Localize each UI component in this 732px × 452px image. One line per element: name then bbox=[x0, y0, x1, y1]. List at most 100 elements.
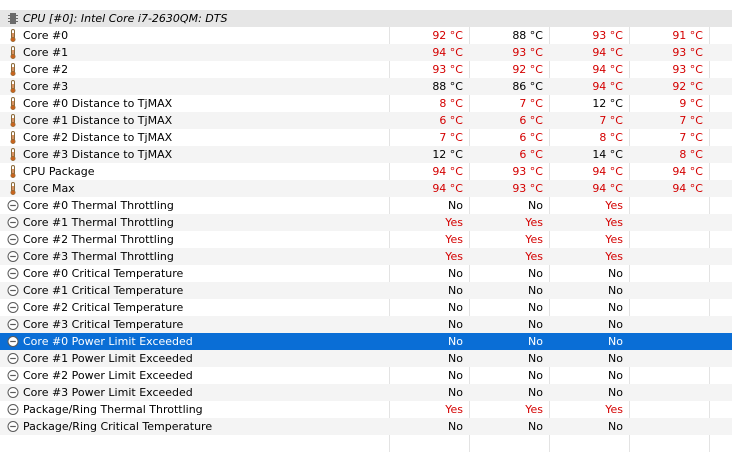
minimum-value: 6 °C bbox=[519, 131, 543, 144]
minimum-value: 86 °C bbox=[512, 80, 543, 93]
sensor-label: CPU Package bbox=[23, 165, 95, 178]
maximum-value: 94 °C bbox=[592, 63, 623, 76]
sensor-row[interactable]: Core Max 94 °C 93 °C 94 °C 94 °C bbox=[0, 180, 732, 197]
maximum-value: 94 °C bbox=[592, 165, 623, 178]
sensor-label: Core Max bbox=[23, 182, 75, 195]
maximum-value: No bbox=[608, 284, 623, 297]
status-circle-icon bbox=[7, 369, 19, 382]
sensor-row[interactable]: Core #0 Power Limit Exceeded No No No bbox=[0, 333, 732, 350]
average-value: 92 °C bbox=[672, 80, 703, 93]
current-value: No bbox=[448, 267, 463, 280]
average-value bbox=[630, 316, 703, 333]
minimum-value: 92 °C bbox=[512, 63, 543, 76]
thermometer-icon bbox=[7, 182, 19, 196]
thermometer-icon bbox=[7, 131, 19, 145]
sensor-row[interactable]: Core #2 Critical Temperature No No No bbox=[0, 299, 732, 316]
sensor-row[interactable]: Core #0 Distance to TjMAX 8 °C 7 °C 12 °C 9 … bbox=[0, 95, 732, 112]
maximum-value: No bbox=[608, 386, 623, 399]
sensor-label: Core #2 bbox=[23, 63, 69, 76]
sensor-row[interactable]: Core #0 Critical Temperature No No No bbox=[0, 265, 732, 282]
sensor-row[interactable]: Core #2 Power Limit Exceeded No No No bbox=[0, 367, 732, 384]
average-value bbox=[630, 197, 703, 214]
current-value: No bbox=[448, 420, 463, 433]
current-value: 6 °C bbox=[439, 114, 463, 127]
sensor-label: Core #1 Critical Temperature bbox=[23, 284, 184, 297]
sensor-row[interactable]: Core #0 92 °C 88 °C 93 °C 91 °C bbox=[0, 27, 732, 44]
scrollbar[interactable] bbox=[710, 10, 732, 452]
status-circle-icon bbox=[7, 318, 19, 331]
sensor-label: Core #2 Power Limit Exceeded bbox=[23, 369, 193, 382]
thermometer-icon bbox=[7, 46, 19, 60]
current-value: No bbox=[448, 301, 463, 314]
sensor-row[interactable]: Core #1 Critical Temperature No No No bbox=[0, 282, 732, 299]
sensor-label: Core #1 Distance to TjMAX bbox=[23, 114, 173, 127]
sensor-row[interactable]: Core #1 Power Limit Exceeded No No No bbox=[0, 350, 732, 367]
minimum-value: 93 °C bbox=[512, 165, 543, 178]
sensor-group-title: CPU [#0]: Intel Core i7-2630QM: DTS bbox=[23, 12, 228, 25]
sensor-row[interactable]: Core #1 94 °C 93 °C 94 °C 93 °C bbox=[0, 44, 732, 61]
minimum-value: 93 °C bbox=[512, 182, 543, 195]
sensor-row[interactable]: Core #2 93 °C 92 °C 94 °C 93 °C bbox=[0, 61, 732, 78]
maximum-value: Yes bbox=[605, 233, 623, 246]
thermometer-icon bbox=[7, 80, 19, 94]
sensor-row[interactable]: Package/Ring Thermal Throttling Yes Yes Yes bbox=[0, 401, 732, 418]
maximum-value: 94 °C bbox=[592, 46, 623, 59]
sensor-label: Package/Ring Critical Temperature bbox=[23, 420, 213, 433]
column-divider bbox=[629, 10, 630, 452]
sensor-row[interactable]: Core #2 Thermal Throttling Yes Yes Yes bbox=[0, 231, 732, 248]
thermometer-icon bbox=[7, 165, 19, 179]
sensor-row[interactable]: Core #0 Thermal Throttling No No Yes bbox=[0, 197, 732, 214]
current-value: 93 °C bbox=[432, 63, 463, 76]
status-circle-icon bbox=[7, 352, 19, 365]
average-value bbox=[630, 248, 703, 265]
minimum-value: 7 °C bbox=[519, 97, 543, 110]
sensor-label: Core #0 Critical Temperature bbox=[23, 267, 184, 280]
sensor-row[interactable]: Core #1 Thermal Throttling Yes Yes Yes bbox=[0, 214, 732, 231]
current-value: Yes bbox=[445, 233, 463, 246]
current-value: No bbox=[448, 199, 463, 212]
average-value bbox=[630, 401, 703, 418]
sensor-group-header[interactable]: CPU [#0]: Intel Core i7-2630QM: DTS bbox=[0, 10, 732, 27]
maximum-value: 14 °C bbox=[592, 148, 623, 161]
minimum-value: Yes bbox=[525, 233, 543, 246]
maximum-value: No bbox=[608, 369, 623, 382]
sensor-row[interactable]: Core #3 Power Limit Exceeded No No No bbox=[0, 384, 732, 401]
sensor-row[interactable]: Core #3 Thermal Throttling Yes Yes Yes bbox=[0, 248, 732, 265]
current-value: 12 °C bbox=[432, 148, 463, 161]
average-value bbox=[630, 350, 703, 367]
minimum-value: Yes bbox=[525, 403, 543, 416]
sensor-row[interactable]: Core #3 Critical Temperature No No No bbox=[0, 316, 732, 333]
minimum-value: No bbox=[528, 352, 543, 365]
current-value: 92 °C bbox=[432, 29, 463, 42]
average-value bbox=[630, 265, 703, 282]
column-divider bbox=[709, 10, 710, 452]
current-value: Yes bbox=[445, 216, 463, 229]
thermometer-icon bbox=[7, 148, 19, 162]
average-value bbox=[630, 214, 703, 231]
sensor-row[interactable]: Core #3 88 °C 86 °C 94 °C 92 °C bbox=[0, 78, 732, 95]
average-value: 9 °C bbox=[679, 97, 703, 110]
sensor-row[interactable]: Core #1 Distance to TjMAX 6 °C 6 °C 7 °C 7 °… bbox=[0, 112, 732, 129]
maximum-value: No bbox=[608, 318, 623, 331]
maximum-value: Yes bbox=[605, 250, 623, 263]
sensor-label: Core #3 Thermal Throttling bbox=[23, 250, 174, 263]
sensor-row[interactable]: Package/Ring Critical Temperature No No No bbox=[0, 418, 732, 435]
status-circle-icon bbox=[7, 216, 19, 229]
minimum-value: 93 °C bbox=[512, 46, 543, 59]
minimum-value: No bbox=[528, 420, 543, 433]
sensor-label: Package/Ring Thermal Throttling bbox=[23, 403, 203, 416]
average-value: 7 °C bbox=[679, 131, 703, 144]
sensor-row[interactable]: Core #3 Distance to TjMAX 12 °C 6 °C 14 °C 8… bbox=[0, 146, 732, 163]
maximum-value: No bbox=[608, 420, 623, 433]
average-value bbox=[630, 299, 703, 316]
status-circle-icon bbox=[7, 233, 19, 246]
minimum-value: No bbox=[528, 335, 543, 348]
thermometer-icon bbox=[7, 114, 19, 128]
status-circle-icon bbox=[7, 267, 19, 280]
sensor-row[interactable]: Core #2 Distance to TjMAX 7 °C 6 °C 8 °C 7 °… bbox=[0, 129, 732, 146]
sensor-label: Core #2 Distance to TjMAX bbox=[23, 131, 173, 144]
sensor-row[interactable]: CPU Package 94 °C 93 °C 94 °C 94 °C bbox=[0, 163, 732, 180]
sensor-label: Core #3 Power Limit Exceeded bbox=[23, 386, 193, 399]
current-value: 94 °C bbox=[432, 182, 463, 195]
average-value: 94 °C bbox=[672, 165, 703, 178]
